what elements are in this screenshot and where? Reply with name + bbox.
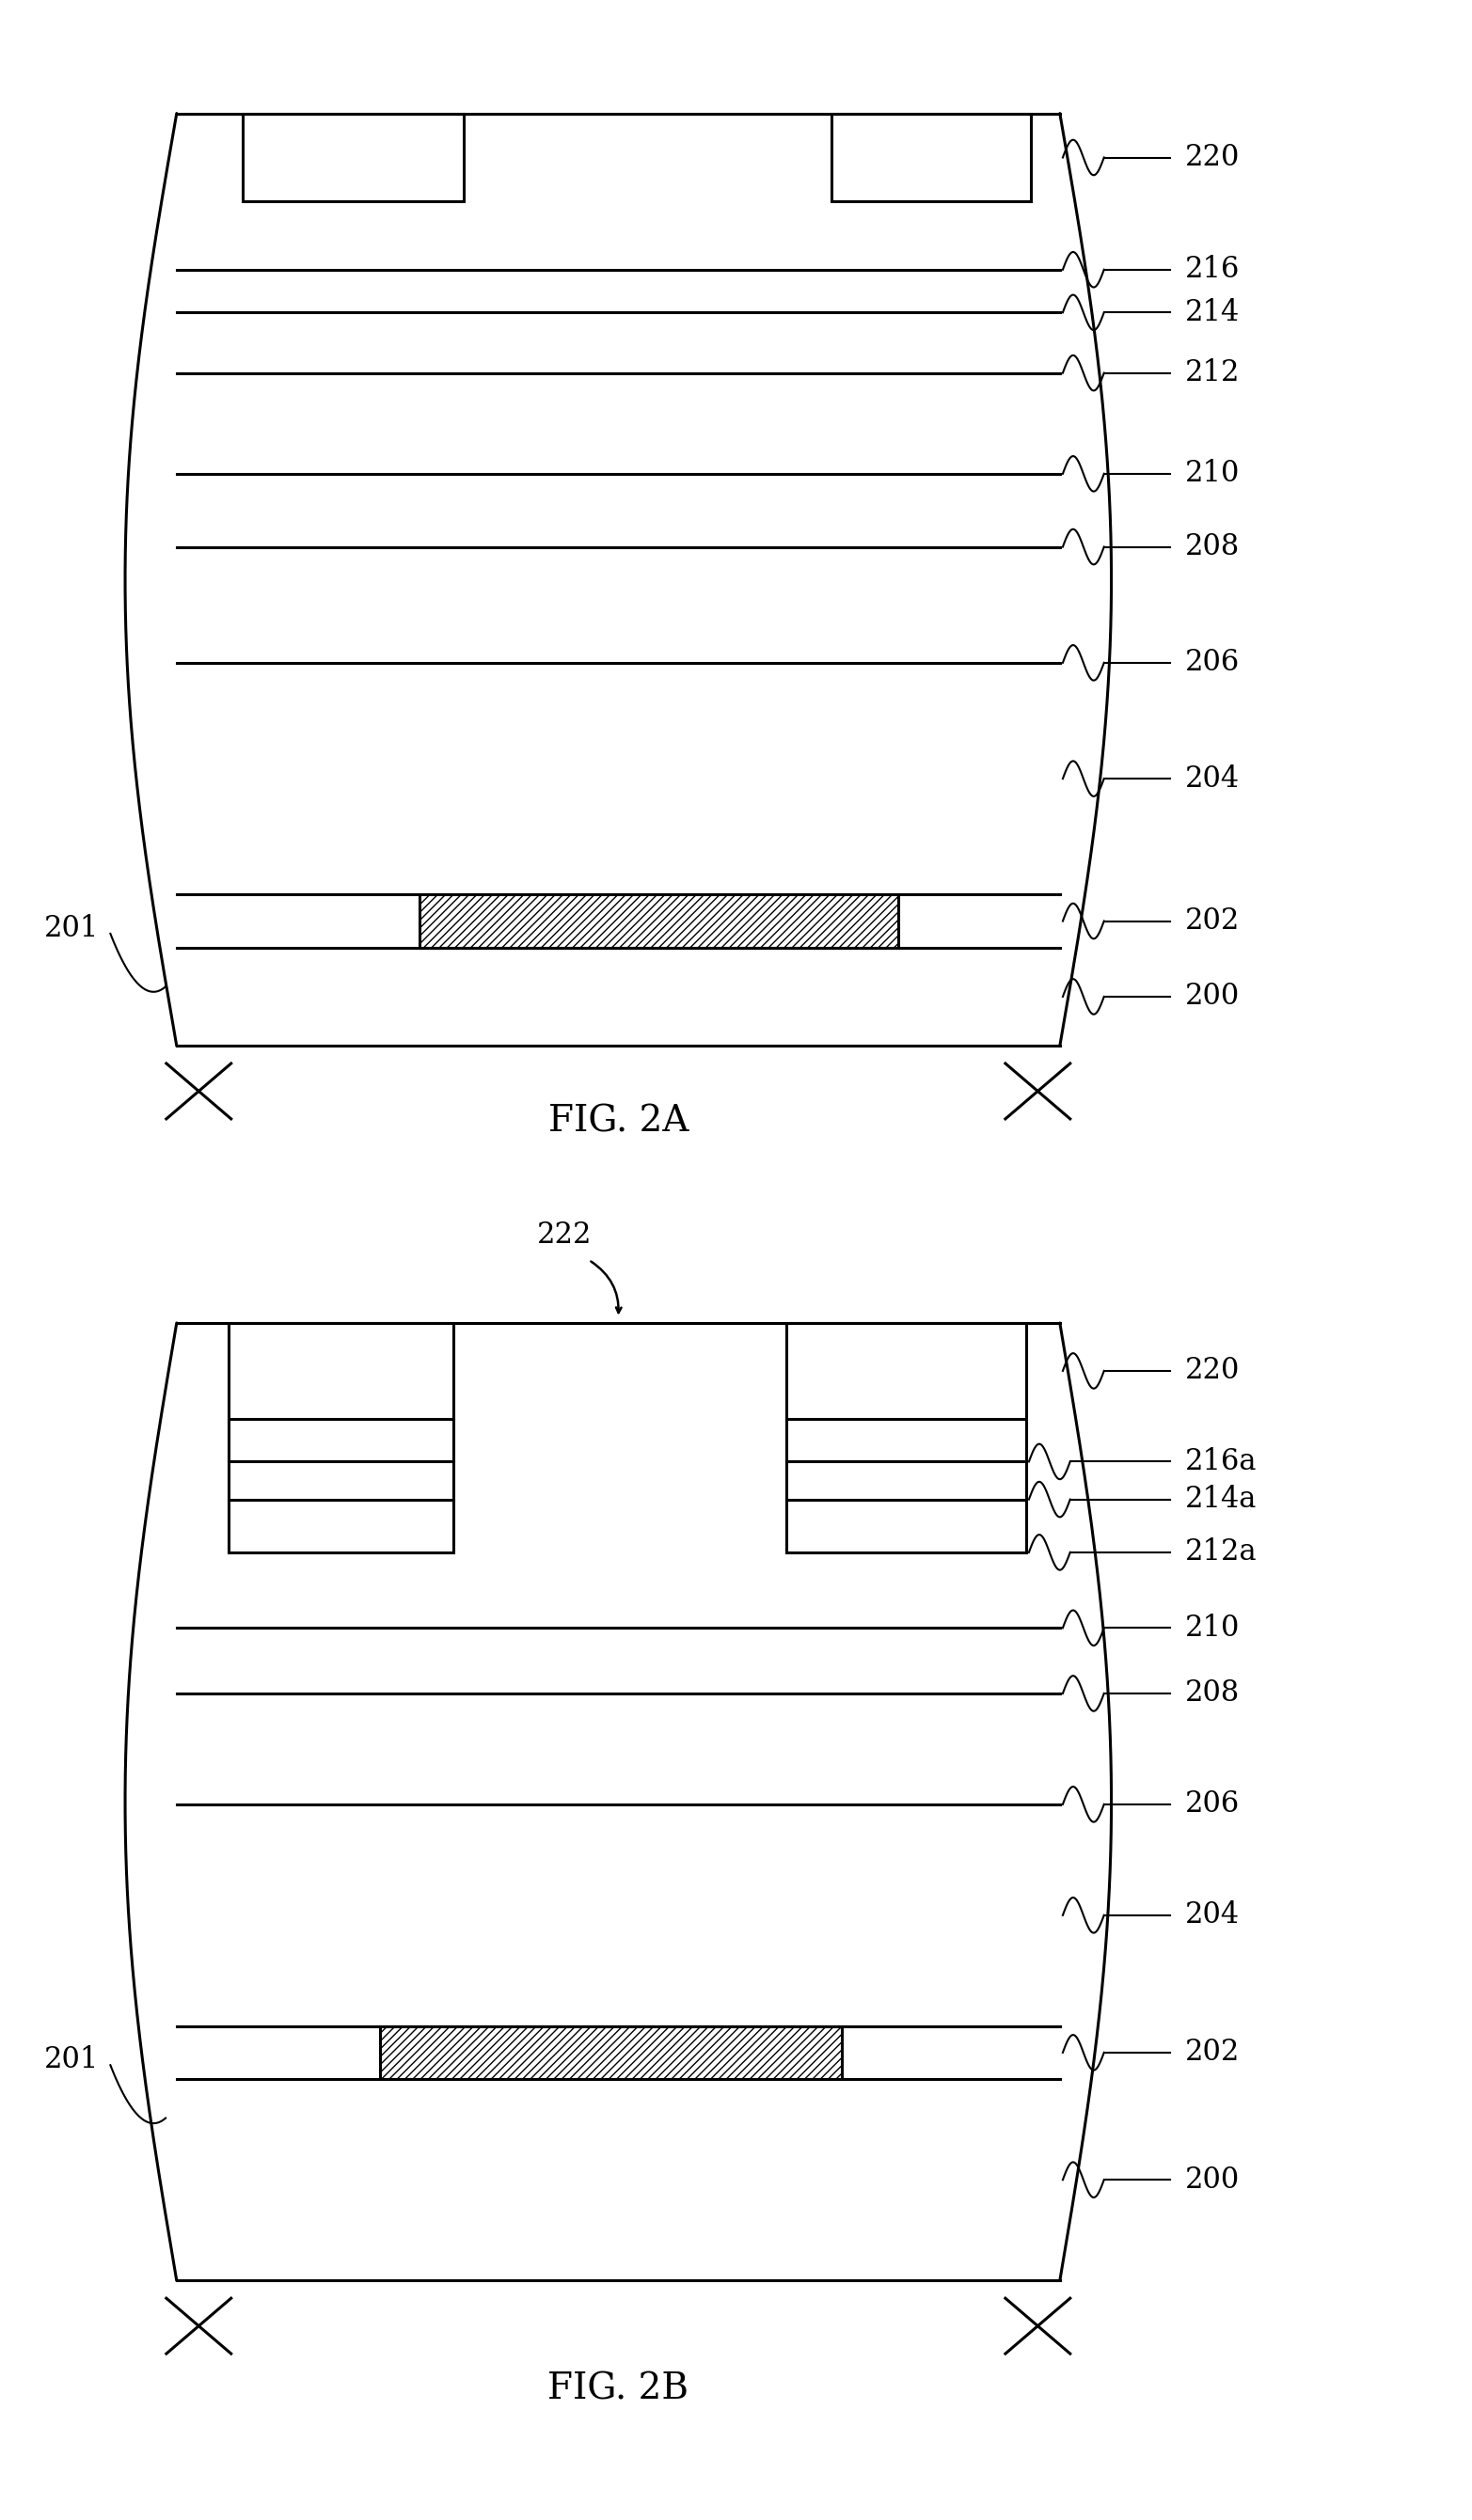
Text: 201: 201 bbox=[44, 2046, 99, 2074]
Text: 206: 206 bbox=[1185, 648, 1239, 678]
Text: FIG. 2A: FIG. 2A bbox=[548, 1104, 689, 1139]
Bar bbox=[420, 895, 898, 948]
Text: 208: 208 bbox=[1185, 1678, 1239, 1709]
Text: 206: 206 bbox=[1185, 1789, 1239, 1819]
Text: 212: 212 bbox=[1185, 358, 1239, 388]
Text: 214: 214 bbox=[1185, 297, 1239, 328]
Text: 222: 222 bbox=[537, 1220, 592, 1250]
Text: 210: 210 bbox=[1185, 459, 1239, 489]
Text: 202: 202 bbox=[1185, 2039, 1239, 2066]
FancyBboxPatch shape bbox=[243, 113, 464, 202]
Text: 214a: 214a bbox=[1185, 1484, 1257, 1515]
Text: 200: 200 bbox=[1185, 983, 1239, 1011]
Text: 216: 216 bbox=[1185, 255, 1239, 285]
Text: 202: 202 bbox=[1185, 907, 1239, 935]
Text: 210: 210 bbox=[1185, 1613, 1239, 1643]
FancyBboxPatch shape bbox=[832, 113, 1030, 202]
Text: 204: 204 bbox=[1185, 764, 1239, 794]
Text: 220: 220 bbox=[1185, 144, 1239, 171]
Text: 220: 220 bbox=[1185, 1356, 1239, 1386]
Text: 201: 201 bbox=[44, 915, 99, 942]
Text: 208: 208 bbox=[1185, 532, 1239, 562]
Bar bbox=[380, 2026, 842, 2079]
Text: 200: 200 bbox=[1185, 2165, 1239, 2195]
Text: 216a: 216a bbox=[1185, 1446, 1257, 1477]
Bar bbox=[786, 1323, 1026, 1552]
Text: 204: 204 bbox=[1185, 1900, 1239, 1930]
Bar bbox=[228, 1323, 453, 1552]
Text: FIG. 2B: FIG. 2B bbox=[548, 2371, 689, 2407]
Text: 212a: 212a bbox=[1185, 1537, 1257, 1567]
